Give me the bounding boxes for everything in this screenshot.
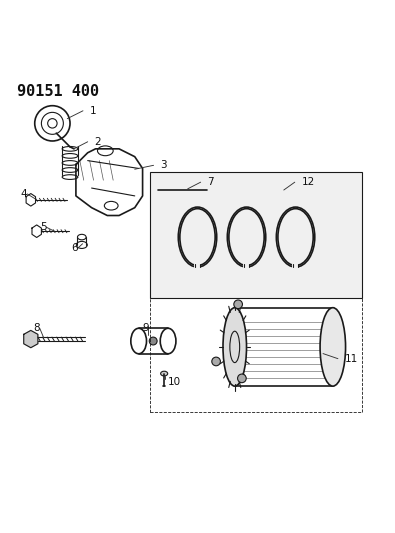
Text: 9: 9 bbox=[143, 324, 149, 334]
Text: 1: 1 bbox=[90, 106, 96, 116]
Ellipse shape bbox=[212, 357, 220, 366]
Text: 11: 11 bbox=[344, 354, 358, 364]
Ellipse shape bbox=[223, 308, 246, 386]
Text: 4: 4 bbox=[20, 189, 27, 199]
Text: 90151 400: 90151 400 bbox=[17, 84, 99, 99]
FancyBboxPatch shape bbox=[194, 262, 201, 269]
Ellipse shape bbox=[320, 308, 346, 386]
Text: 12: 12 bbox=[301, 177, 315, 187]
Text: 7: 7 bbox=[207, 177, 214, 187]
Text: 6: 6 bbox=[71, 243, 78, 253]
Text: 8: 8 bbox=[34, 324, 40, 334]
Text: 5: 5 bbox=[40, 222, 47, 232]
Polygon shape bbox=[24, 330, 38, 348]
Text: 2: 2 bbox=[95, 137, 102, 147]
Ellipse shape bbox=[234, 300, 243, 309]
Text: 3: 3 bbox=[160, 160, 167, 171]
Ellipse shape bbox=[161, 371, 168, 376]
FancyBboxPatch shape bbox=[243, 262, 250, 269]
Ellipse shape bbox=[237, 374, 246, 383]
FancyBboxPatch shape bbox=[150, 172, 362, 298]
Text: 10: 10 bbox=[168, 377, 181, 387]
Circle shape bbox=[149, 337, 157, 345]
FancyBboxPatch shape bbox=[292, 262, 299, 269]
